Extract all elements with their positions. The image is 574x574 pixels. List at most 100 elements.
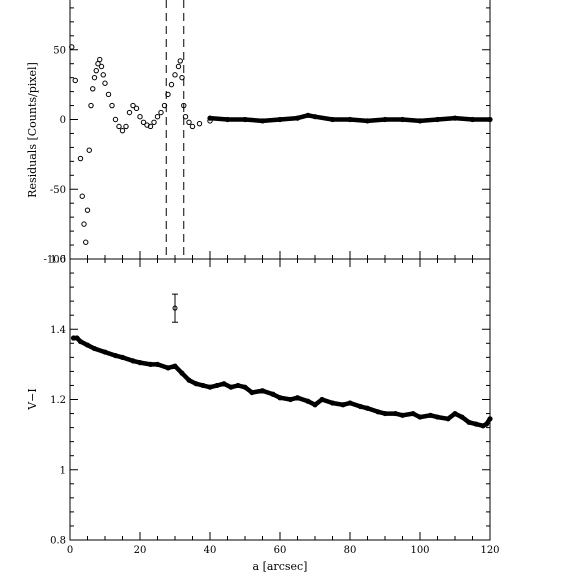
data-point <box>186 377 192 383</box>
y-tick-label: 0 <box>60 115 66 126</box>
data-point <box>319 396 325 403</box>
x-tick-label: 120 <box>480 545 499 556</box>
data-point <box>182 114 189 120</box>
data-point <box>329 116 336 123</box>
y-tick-label: 1.2 <box>50 395 66 406</box>
data-point <box>161 102 168 109</box>
data-point <box>242 384 248 390</box>
data-point <box>116 123 122 130</box>
data-point <box>189 123 196 130</box>
data-point <box>168 81 175 88</box>
data-point <box>179 74 185 81</box>
data-point <box>165 365 171 371</box>
data-point <box>88 102 94 109</box>
data-point <box>97 56 103 63</box>
data-point <box>86 147 92 153</box>
data-point <box>224 116 231 123</box>
top-panel: -100 -50 0 50 <box>44 0 493 266</box>
data-point <box>375 409 381 415</box>
data-point <box>329 400 336 406</box>
data-point <box>130 102 136 109</box>
data-point <box>126 109 133 116</box>
data-point <box>77 155 84 162</box>
data-point <box>417 118 423 124</box>
data-point <box>214 382 220 389</box>
data-point <box>72 77 78 84</box>
data-point <box>445 416 451 422</box>
data-series-line <box>71 335 493 429</box>
data-point <box>154 114 161 120</box>
data-point <box>151 119 157 125</box>
data-point <box>382 410 388 417</box>
data-point <box>179 370 185 376</box>
data-point <box>340 402 346 408</box>
data-point <box>259 118 266 124</box>
data-point <box>347 400 353 406</box>
data-point <box>84 207 91 213</box>
x-axis-label: a [arcsec] <box>253 560 308 573</box>
data-point <box>487 416 493 422</box>
data-point <box>177 58 183 64</box>
data-point <box>410 410 416 417</box>
data-point <box>84 342 91 348</box>
data-point <box>312 114 318 120</box>
data-point <box>175 63 182 70</box>
bottom-panel: 0.8 1 1.2 1.4 1.6 0 20 40 60 80 100 120 <box>50 255 499 557</box>
data-point <box>154 361 161 367</box>
data-point <box>109 102 115 109</box>
data-point <box>249 389 255 396</box>
data-point <box>427 412 434 418</box>
data-point <box>123 123 129 130</box>
y-tick-label: 1.6 <box>50 255 66 266</box>
y-tick-label: 1 <box>60 465 66 476</box>
data-point <box>277 116 283 123</box>
data-point <box>434 116 441 123</box>
data-point <box>200 382 206 389</box>
data-point <box>102 349 108 355</box>
data-point <box>466 419 472 425</box>
data-point <box>207 115 213 121</box>
data-point <box>172 363 178 369</box>
data-point <box>235 382 241 389</box>
data-point <box>294 115 301 121</box>
x-tick-label: 100 <box>410 545 429 556</box>
data-point <box>133 105 140 112</box>
data-point <box>140 119 147 125</box>
data-point <box>242 116 248 123</box>
data-point <box>137 360 143 366</box>
data-point <box>83 239 89 245</box>
data-point <box>112 352 119 359</box>
data-point <box>305 398 311 404</box>
data-point <box>221 381 227 387</box>
data-point <box>91 345 98 352</box>
data-point <box>69 44 75 50</box>
data-point <box>186 119 192 125</box>
data-point <box>357 403 364 410</box>
error-bar-point <box>172 305 178 311</box>
x-tick-label: 80 <box>344 545 357 556</box>
data-point <box>119 127 126 134</box>
data-point <box>364 405 371 411</box>
y-tick-label: 50 <box>53 45 66 56</box>
panel-frame <box>69 0 491 260</box>
data-point <box>287 396 294 403</box>
data-point <box>459 414 465 420</box>
y-tick-label: -50 <box>50 185 66 196</box>
data-point <box>452 410 458 417</box>
x-tick-label: 20 <box>134 545 147 556</box>
x-tick-label: 40 <box>204 545 217 556</box>
data-point <box>119 354 126 360</box>
data-point <box>137 114 143 120</box>
data-point <box>90 86 96 92</box>
x-tick-label: 60 <box>274 545 287 556</box>
data-point <box>417 414 423 420</box>
data-point <box>193 381 199 387</box>
data-point <box>399 116 406 123</box>
data-point <box>91 74 98 81</box>
bottom-y-axis-label: V−I <box>26 388 39 411</box>
data-point <box>147 361 154 367</box>
data-point <box>130 358 136 364</box>
data-point <box>483 421 490 427</box>
data-point <box>196 120 203 127</box>
